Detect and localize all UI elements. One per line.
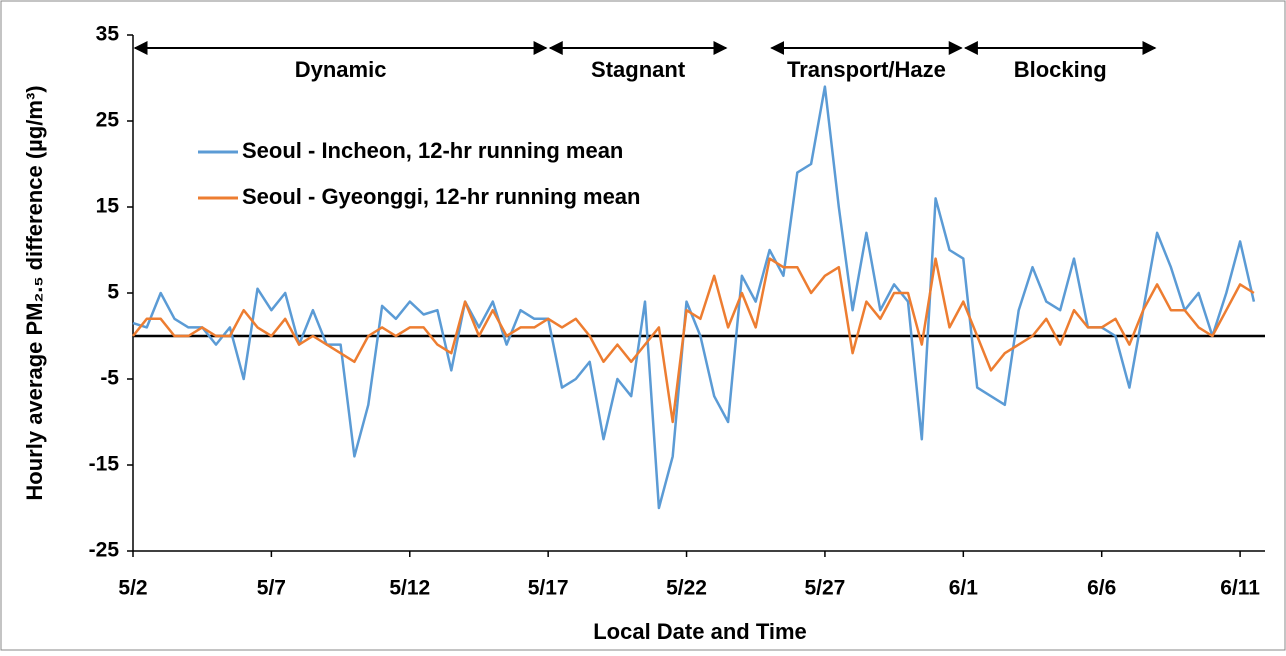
period-label: Transport/Haze: [787, 57, 946, 82]
x-tick-label: 6/1: [949, 577, 979, 600]
legend-label: Seoul - Incheon, 12-hr running mean: [242, 138, 623, 163]
x-axis-label: Local Date and Time: [593, 619, 807, 644]
x-tick-label: 6/6: [1087, 577, 1116, 600]
y-axis-label: Hourly average PM₂.₅ difference (µg/m³): [22, 85, 47, 500]
period-label: Dynamic: [295, 57, 387, 82]
x-tick-label: 5/22: [666, 577, 707, 600]
y-tick-label: 15: [96, 195, 120, 218]
x-tick-label: 5/12: [389, 577, 430, 600]
period-label: Stagnant: [591, 57, 686, 82]
y-tick-label: -25: [89, 539, 120, 562]
y-tick-label: -5: [100, 367, 119, 390]
series-line: [132, 85, 1256, 510]
x-tick-label: 6/11: [1220, 577, 1260, 600]
period-label: Blocking: [1014, 57, 1107, 82]
x-tick-label: 5/2: [118, 577, 147, 600]
x-tick-label: 5/17: [528, 577, 569, 600]
y-tick-label: 35: [96, 23, 120, 46]
y-tick-label: -15: [89, 453, 120, 476]
x-tick-label: 5/27: [804, 577, 845, 600]
x-tick-label: 5/7: [257, 577, 286, 600]
series-line: [132, 257, 1255, 424]
legend-label: Seoul - Gyeonggi, 12-hr running mean: [242, 184, 640, 209]
y-tick-label: 25: [96, 109, 120, 132]
y-tick-label: 5: [107, 281, 119, 304]
